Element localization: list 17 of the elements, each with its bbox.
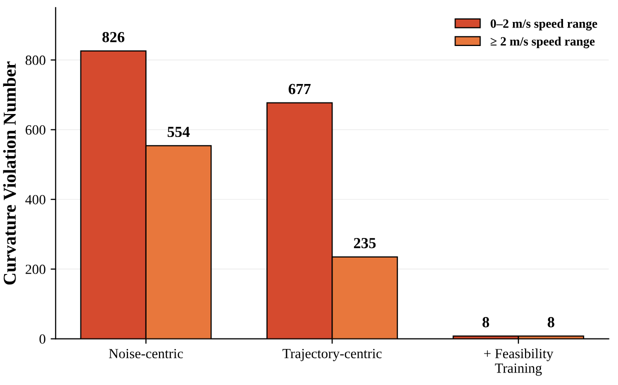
x-tick-label: Trajectory-centric [282,348,382,362]
data-label: 677 [288,84,311,94]
y-tick-label: 400 [25,194,46,204]
y-tick-label: 600 [26,125,46,135]
y-tick-label: 200 [26,264,46,274]
data-label: 8 [548,317,554,328]
y-tick-label: 0 [39,334,46,344]
y-tick-label: 800 [26,56,46,65]
x-tick-label: + Feasibility Training [484,348,554,376]
legend-label: 0–2 m/s speed range [490,19,598,30]
y-axis-title: Curvature Violation Number [3,61,16,285]
data-label: 8 [482,317,490,328]
x-tick-label: Noise-centric [108,348,183,358]
data-label: 826 [102,32,124,42]
data-label: 554 [168,126,190,138]
data-label: 235 [354,238,376,248]
legend-label: ≥ 2 m/s speed range [490,36,595,48]
